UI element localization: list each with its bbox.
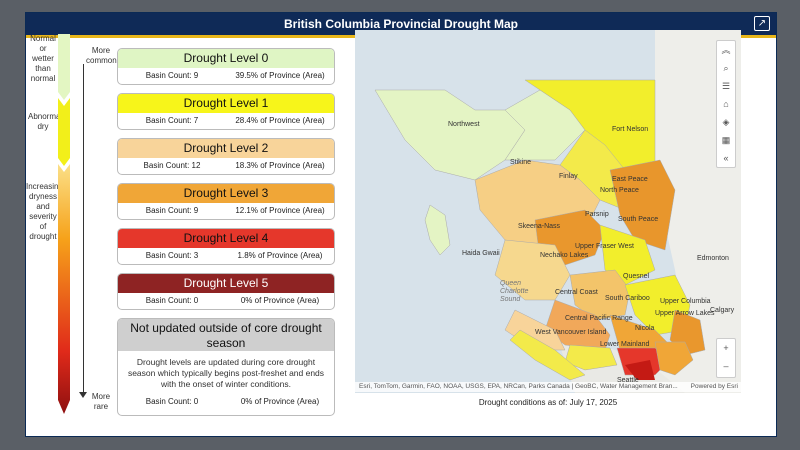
- home-icon[interactable]: ⌂: [723, 99, 729, 109]
- svg-text:Nicola: Nicola: [635, 325, 655, 332]
- svg-text:Lower Mainland: Lower Mainland: [600, 341, 650, 348]
- basin-count: Basin Count: 0: [145, 397, 199, 406]
- not-updated-card: Not updated outside of core drought seas…: [117, 318, 335, 416]
- map-canvas[interactable]: Northwest Fort Nelson Stikine Finlay Eas…: [355, 30, 741, 393]
- drought-map[interactable]: Northwest Fort Nelson Stikine Finlay Eas…: [355, 30, 741, 393]
- province-pct: 18.3% of Province (Area): [235, 161, 325, 170]
- scale-abnormal-label: Abnormally dry: [28, 112, 69, 131]
- scale-normal-label: Normal or wetter than normal: [30, 34, 56, 83]
- province-pct: 1.8% of Province (Area): [237, 251, 323, 260]
- rarity-arrow: [83, 64, 84, 394]
- province-pct: 12.1% of Province (Area): [235, 206, 325, 215]
- attribution-text[interactable]: Esri, TomTom, Garmin, FAO, NOAA, USGS, E…: [359, 383, 678, 390]
- basin-count: Basin Count: 9: [145, 71, 199, 80]
- svg-text:Upper Fraser West: Upper Fraser West: [575, 243, 634, 250]
- basin-count: Basin Count: 12: [143, 161, 201, 170]
- level-title: Drought Level 2: [118, 139, 334, 158]
- basin-count: Basin Count: 0: [145, 296, 199, 305]
- level-card-5: Drought Level 5 Basin Count: 0 0% of Prov…: [117, 273, 335, 310]
- svg-text:Central Pacific Range: Central Pacific Range: [565, 315, 633, 322]
- level-card-0: Drought Level 0 Basin Count: 9 39.5% of P…: [117, 48, 335, 85]
- zoom-out-button[interactable]: –: [723, 361, 729, 371]
- svg-text:Upper Columbia: Upper Columbia: [660, 298, 711, 305]
- level-card-1: Drought Level 1 Basin Count: 7 28.4% of P…: [117, 93, 335, 130]
- province-pct: 28.4% of Province (Area): [235, 116, 325, 125]
- svg-text:Quesnel: Quesnel: [623, 273, 650, 280]
- svg-text:West Vancouver Island: West Vancouver Island: [535, 329, 606, 336]
- province-pct: 0% of Province (Area): [240, 397, 320, 406]
- scale-more-rare: More rare: [91, 392, 111, 411]
- svg-text:Edmonton: Edmonton: [697, 255, 729, 262]
- collapse-up-icon[interactable]: ︽: [721, 45, 731, 55]
- list-icon[interactable]: ☰: [721, 81, 731, 91]
- collapse-left-icon[interactable]: «: [723, 153, 729, 163]
- rarity-arrowhead: [79, 392, 87, 398]
- search-icon[interactable]: ⌕: [723, 63, 729, 73]
- svg-text:South Peace: South Peace: [618, 216, 658, 223]
- level-title: Drought Level 4: [118, 229, 334, 248]
- svg-text:Parsnip: Parsnip: [585, 211, 609, 218]
- conditions-date: Drought conditions as of: July 17, 2025: [478, 398, 618, 407]
- zoom-in-button[interactable]: +: [723, 343, 729, 353]
- level-title: Drought Level 1: [118, 94, 334, 113]
- not-updated-title: Not updated outside of core drought seas…: [118, 319, 334, 351]
- svg-text:Seattle: Seattle: [617, 377, 639, 384]
- svg-text:Northwest: Northwest: [448, 121, 480, 128]
- zoom-control: + –: [716, 338, 736, 378]
- not-updated-description: Drought levels are updated during core d…: [127, 357, 325, 389]
- drought-severity-scale-bar: [58, 34, 70, 414]
- svg-text:North Peace: North Peace: [600, 187, 639, 194]
- svg-text:Calgary: Calgary: [710, 307, 735, 314]
- level-card-4: Drought Level 4 Basin Count: 3 1.8% of Pr…: [117, 228, 335, 265]
- province-pct: 39.5% of Province (Area): [235, 71, 325, 80]
- svg-text:Nechako Lakes: Nechako Lakes: [540, 252, 589, 259]
- page-title: British Columbia Provincial Drought Map: [283, 17, 519, 31]
- svg-text:Sound: Sound: [500, 296, 521, 303]
- share-icon[interactable]: ↗: [754, 16, 770, 31]
- svg-text:East Peace: East Peace: [612, 176, 648, 183]
- level-card-2: Drought Level 2 Basin Count: 12 18.3% of …: [117, 138, 335, 175]
- svg-text:Stikine: Stikine: [510, 159, 531, 166]
- svg-text:Upper Arrow Lakes: Upper Arrow Lakes: [655, 310, 715, 317]
- layers-icon[interactable]: ◈: [722, 117, 730, 127]
- scale-more-common: More common: [86, 46, 117, 65]
- svg-text:South Cariboo: South Cariboo: [605, 295, 650, 302]
- basin-count: Basin Count: 7: [145, 116, 199, 125]
- svg-text:Fort Nelson: Fort Nelson: [612, 126, 648, 133]
- level-title: Drought Level 0: [118, 49, 334, 68]
- province-pct: 0% of Province (Area): [240, 296, 320, 305]
- level-card-3: Drought Level 3 Basin Count: 9 12.1% of P…: [117, 183, 335, 220]
- svg-text:Charlotte: Charlotte: [500, 288, 529, 295]
- powered-by-esri[interactable]: Powered by Esri: [690, 383, 738, 390]
- level-title: Drought Level 3: [118, 184, 334, 203]
- scale-increasing-label: Increasing dryness and severity of droug…: [26, 182, 63, 241]
- svg-text:Finlay: Finlay: [559, 173, 578, 180]
- svg-text:Central Coast: Central Coast: [555, 289, 598, 296]
- level-title: Drought Level 5: [118, 274, 334, 293]
- basemap-gallery-icon[interactable]: ▦: [721, 135, 731, 145]
- map-toolbar: ︽ ⌕ ☰ ⌂ ◈ ▦ «: [716, 40, 736, 168]
- basin-count: Basin Count: 3: [145, 251, 199, 260]
- map-attribution: Esri, TomTom, Garmin, FAO, NOAA, USGS, E…: [355, 382, 741, 392]
- basin-count: Basin Count: 9: [145, 206, 199, 215]
- svg-text:Skeena-Nass: Skeena-Nass: [518, 223, 561, 230]
- svg-text:Haida Gwaii: Haida Gwaii: [462, 250, 500, 257]
- svg-text:Queen: Queen: [500, 280, 521, 287]
